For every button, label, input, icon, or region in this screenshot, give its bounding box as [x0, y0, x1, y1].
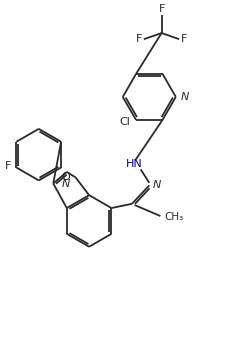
Text: O: O [62, 172, 70, 183]
Text: F: F [158, 4, 165, 14]
Text: F: F [136, 34, 143, 44]
Text: N: N [153, 180, 161, 190]
Text: N: N [62, 179, 70, 189]
Text: CH₃: CH₃ [164, 212, 184, 222]
Text: N: N [180, 92, 189, 102]
Text: F: F [181, 34, 187, 44]
Text: HN: HN [126, 159, 143, 170]
Text: Cl: Cl [120, 117, 131, 127]
Text: F: F [5, 161, 12, 171]
